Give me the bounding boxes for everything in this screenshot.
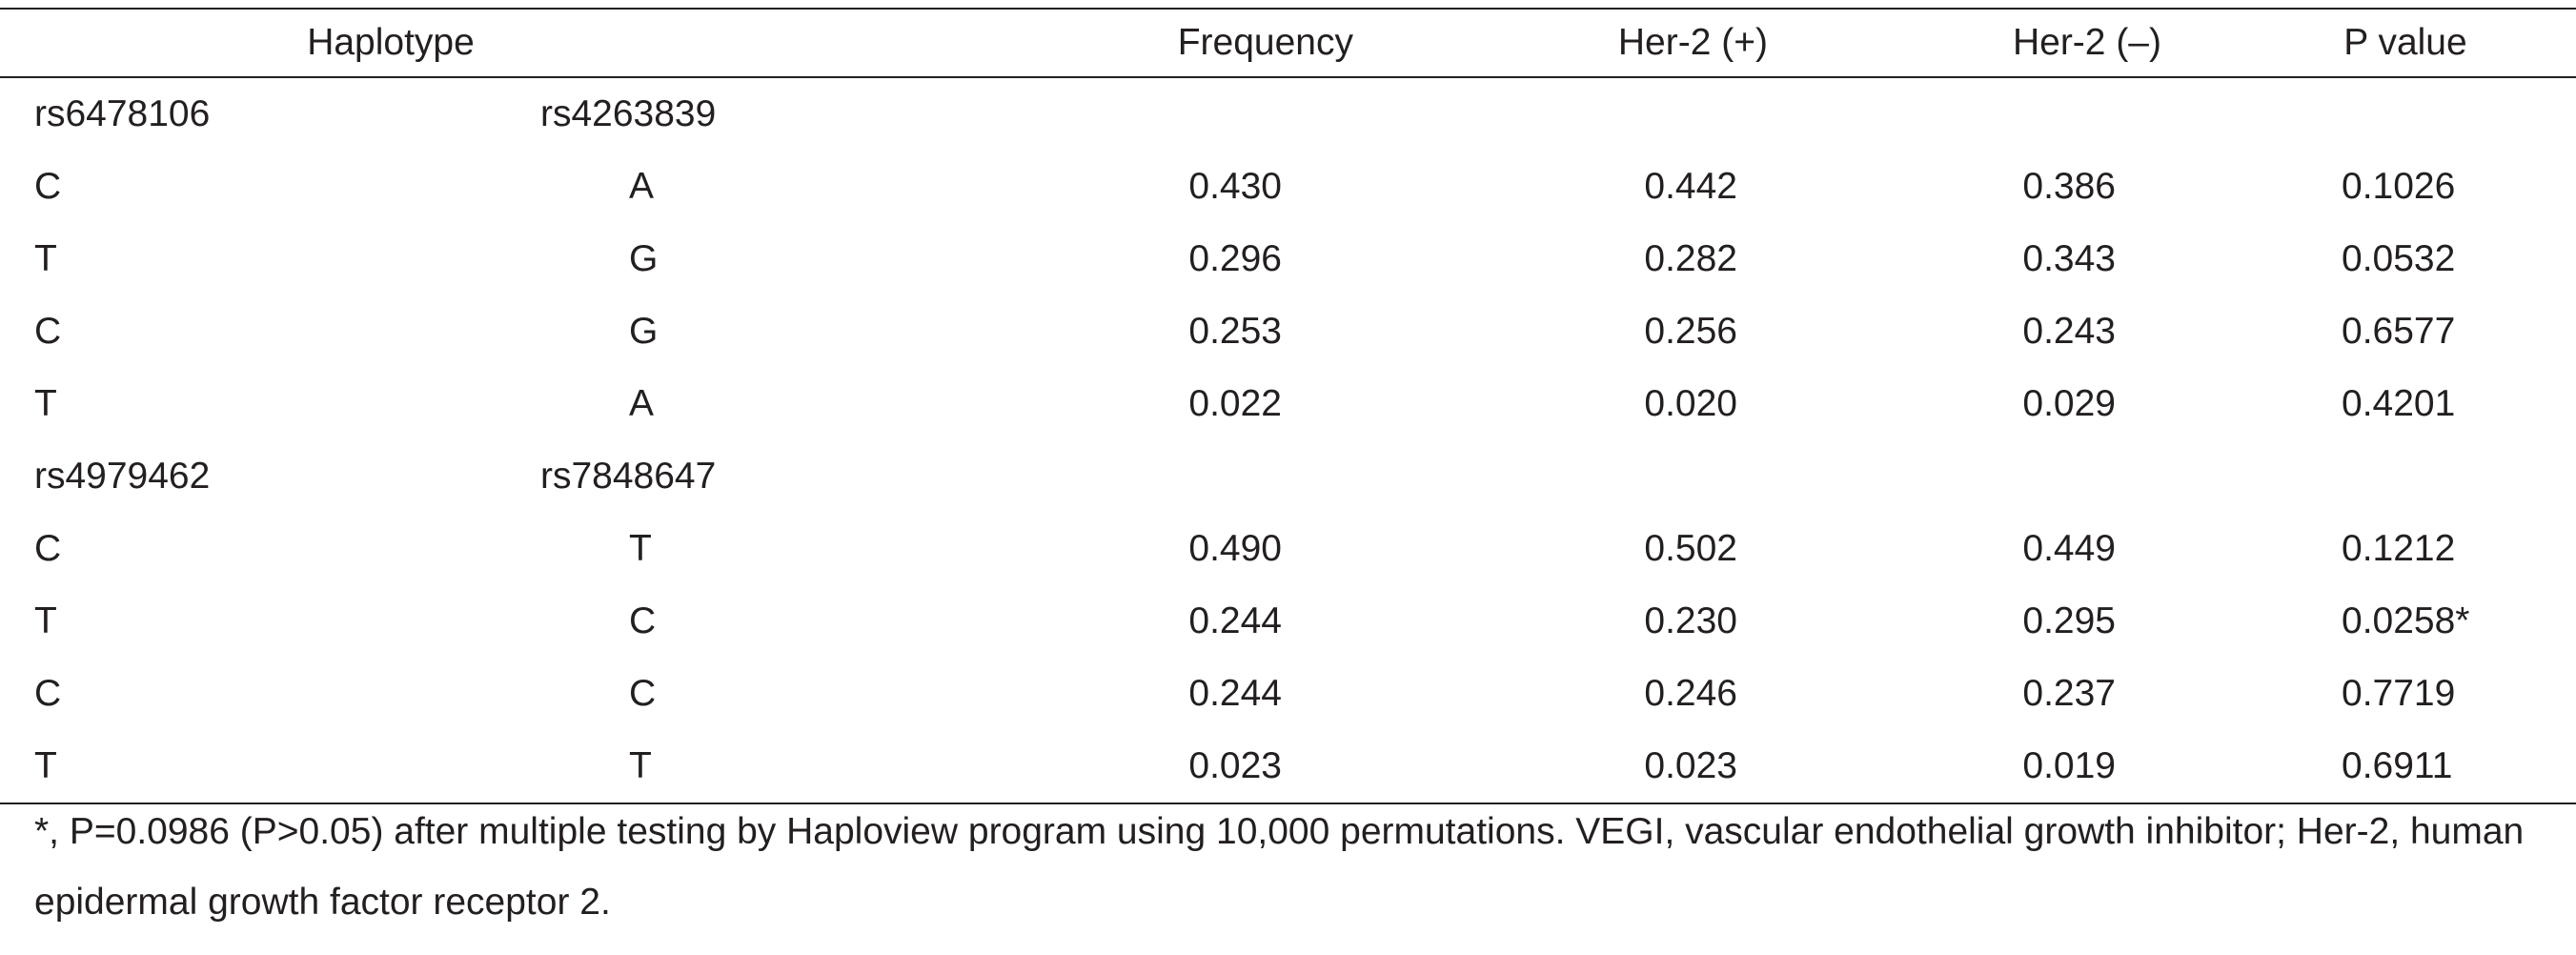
p-value-cell: 0.1212 bbox=[2342, 528, 2456, 569]
p-value-cell: 0.4201 bbox=[2342, 383, 2456, 424]
p-value-cell: 0.0258* bbox=[2342, 600, 2470, 641]
her2-negative-cell: 0.029 bbox=[2022, 383, 2116, 424]
frequency-cell: 0.023 bbox=[781, 730, 1406, 804]
allele1-cell: T bbox=[34, 383, 57, 424]
p-value-cell: 0.7719 bbox=[2342, 673, 2456, 714]
table-row: T A 0.022 0.020 0.029 0.4201 bbox=[0, 368, 2576, 440]
snp1-label: rs4979462 bbox=[34, 456, 211, 497]
header-p-value: P value bbox=[2235, 8, 2576, 78]
her2-positive-cell: 0.282 bbox=[1644, 238, 1737, 279]
allele1-cell: T bbox=[34, 600, 57, 641]
frequency-cell: 0.430 bbox=[1188, 166, 1282, 207]
p-value-cell: 0.0532 bbox=[2342, 238, 2456, 279]
snp2-label: rs7848647 bbox=[540, 456, 717, 497]
haplotype-table: Haplotype Frequency Her-2 (+) Her-2 (–) … bbox=[0, 8, 2576, 804]
frequency-cell: 0.253 bbox=[1188, 311, 1282, 352]
frequency-cell: 0.490 bbox=[1188, 528, 1282, 569]
allele2-cell: C bbox=[629, 673, 657, 714]
allele2-cell: A bbox=[629, 383, 655, 424]
allele2-cell: T bbox=[629, 528, 652, 569]
her2-positive-cell: 0.023 bbox=[1406, 730, 1806, 804]
her2-negative-cell: 0.237 bbox=[2022, 673, 2116, 714]
header-frequency: Frequency bbox=[781, 8, 1406, 78]
table-row: T T 0.023 0.023 0.019 0.6911 bbox=[0, 730, 2576, 804]
snp-group-row: rs4979462 rs7848647 bbox=[0, 440, 2576, 513]
p-value-cell: 0.6577 bbox=[2342, 311, 2456, 352]
frequency-cell: 0.296 bbox=[1188, 238, 1282, 279]
header-her2-negative: Her-2 (–) bbox=[1806, 8, 2235, 78]
table-row: T G 0.296 0.282 0.343 0.0532 bbox=[0, 223, 2576, 295]
table-row: C A 0.430 0.442 0.386 0.1026 bbox=[0, 151, 2576, 223]
frequency-cell: 0.244 bbox=[1188, 600, 1282, 641]
her2-positive-cell: 0.502 bbox=[1644, 528, 1737, 569]
her2-positive-cell: 0.256 bbox=[1644, 311, 1737, 352]
p-value-cell: 0.6911 bbox=[2235, 730, 2576, 804]
allele1-cell: C bbox=[34, 311, 62, 352]
table-row: T C 0.244 0.230 0.295 0.0258* bbox=[0, 585, 2576, 658]
table-row: C C 0.244 0.246 0.237 0.7719 bbox=[0, 658, 2576, 730]
her2-negative-cell: 0.295 bbox=[2022, 600, 2116, 641]
snp-group-row: rs6478106 rs4263839 bbox=[0, 77, 2576, 151]
her2-positive-cell: 0.442 bbox=[1644, 166, 1737, 207]
p-value-cell: 0.1026 bbox=[2342, 166, 2456, 207]
allele2-cell: G bbox=[629, 238, 659, 279]
allele2-cell: G bbox=[629, 311, 659, 352]
her2-negative-cell: 0.019 bbox=[1806, 730, 2235, 804]
her2-positive-cell: 0.230 bbox=[1644, 600, 1737, 641]
frequency-cell: 0.244 bbox=[1188, 673, 1282, 714]
table-row: C T 0.490 0.502 0.449 0.1212 bbox=[0, 513, 2576, 585]
frequency-cell: 0.022 bbox=[1188, 383, 1282, 424]
allele1-cell: C bbox=[34, 673, 62, 714]
allele2-cell: A bbox=[629, 166, 655, 207]
snp1-label: rs6478106 bbox=[34, 93, 211, 134]
header-her2-positive: Her-2 (+) bbox=[1406, 8, 1806, 78]
her2-negative-cell: 0.449 bbox=[2022, 528, 2116, 569]
allele1-cell: C bbox=[34, 166, 62, 207]
allele1-cell: T bbox=[34, 238, 57, 279]
allele1-cell: T bbox=[0, 730, 510, 804]
snp2-label: rs4263839 bbox=[540, 93, 717, 134]
table-row: C G 0.253 0.256 0.243 0.6577 bbox=[0, 295, 2576, 368]
her2-positive-cell: 0.020 bbox=[1644, 383, 1737, 424]
haplotype-table-container: Haplotype Frequency Her-2 (+) Her-2 (–) … bbox=[0, 8, 2576, 804]
table-footnote: *, P=0.0986 (P>0.05) after multiple test… bbox=[34, 811, 2525, 923]
her2-negative-cell: 0.343 bbox=[2022, 238, 2116, 279]
header-haplotype: Haplotype bbox=[0, 8, 781, 78]
her2-negative-cell: 0.243 bbox=[2022, 311, 2116, 352]
her2-positive-cell: 0.246 bbox=[1644, 673, 1737, 714]
allele2-cell: T bbox=[510, 730, 781, 804]
allele1-cell: C bbox=[34, 528, 62, 569]
allele2-cell: C bbox=[629, 600, 657, 641]
header-row: Haplotype Frequency Her-2 (+) Her-2 (–) … bbox=[0, 8, 2576, 78]
her2-negative-cell: 0.386 bbox=[2022, 166, 2116, 207]
